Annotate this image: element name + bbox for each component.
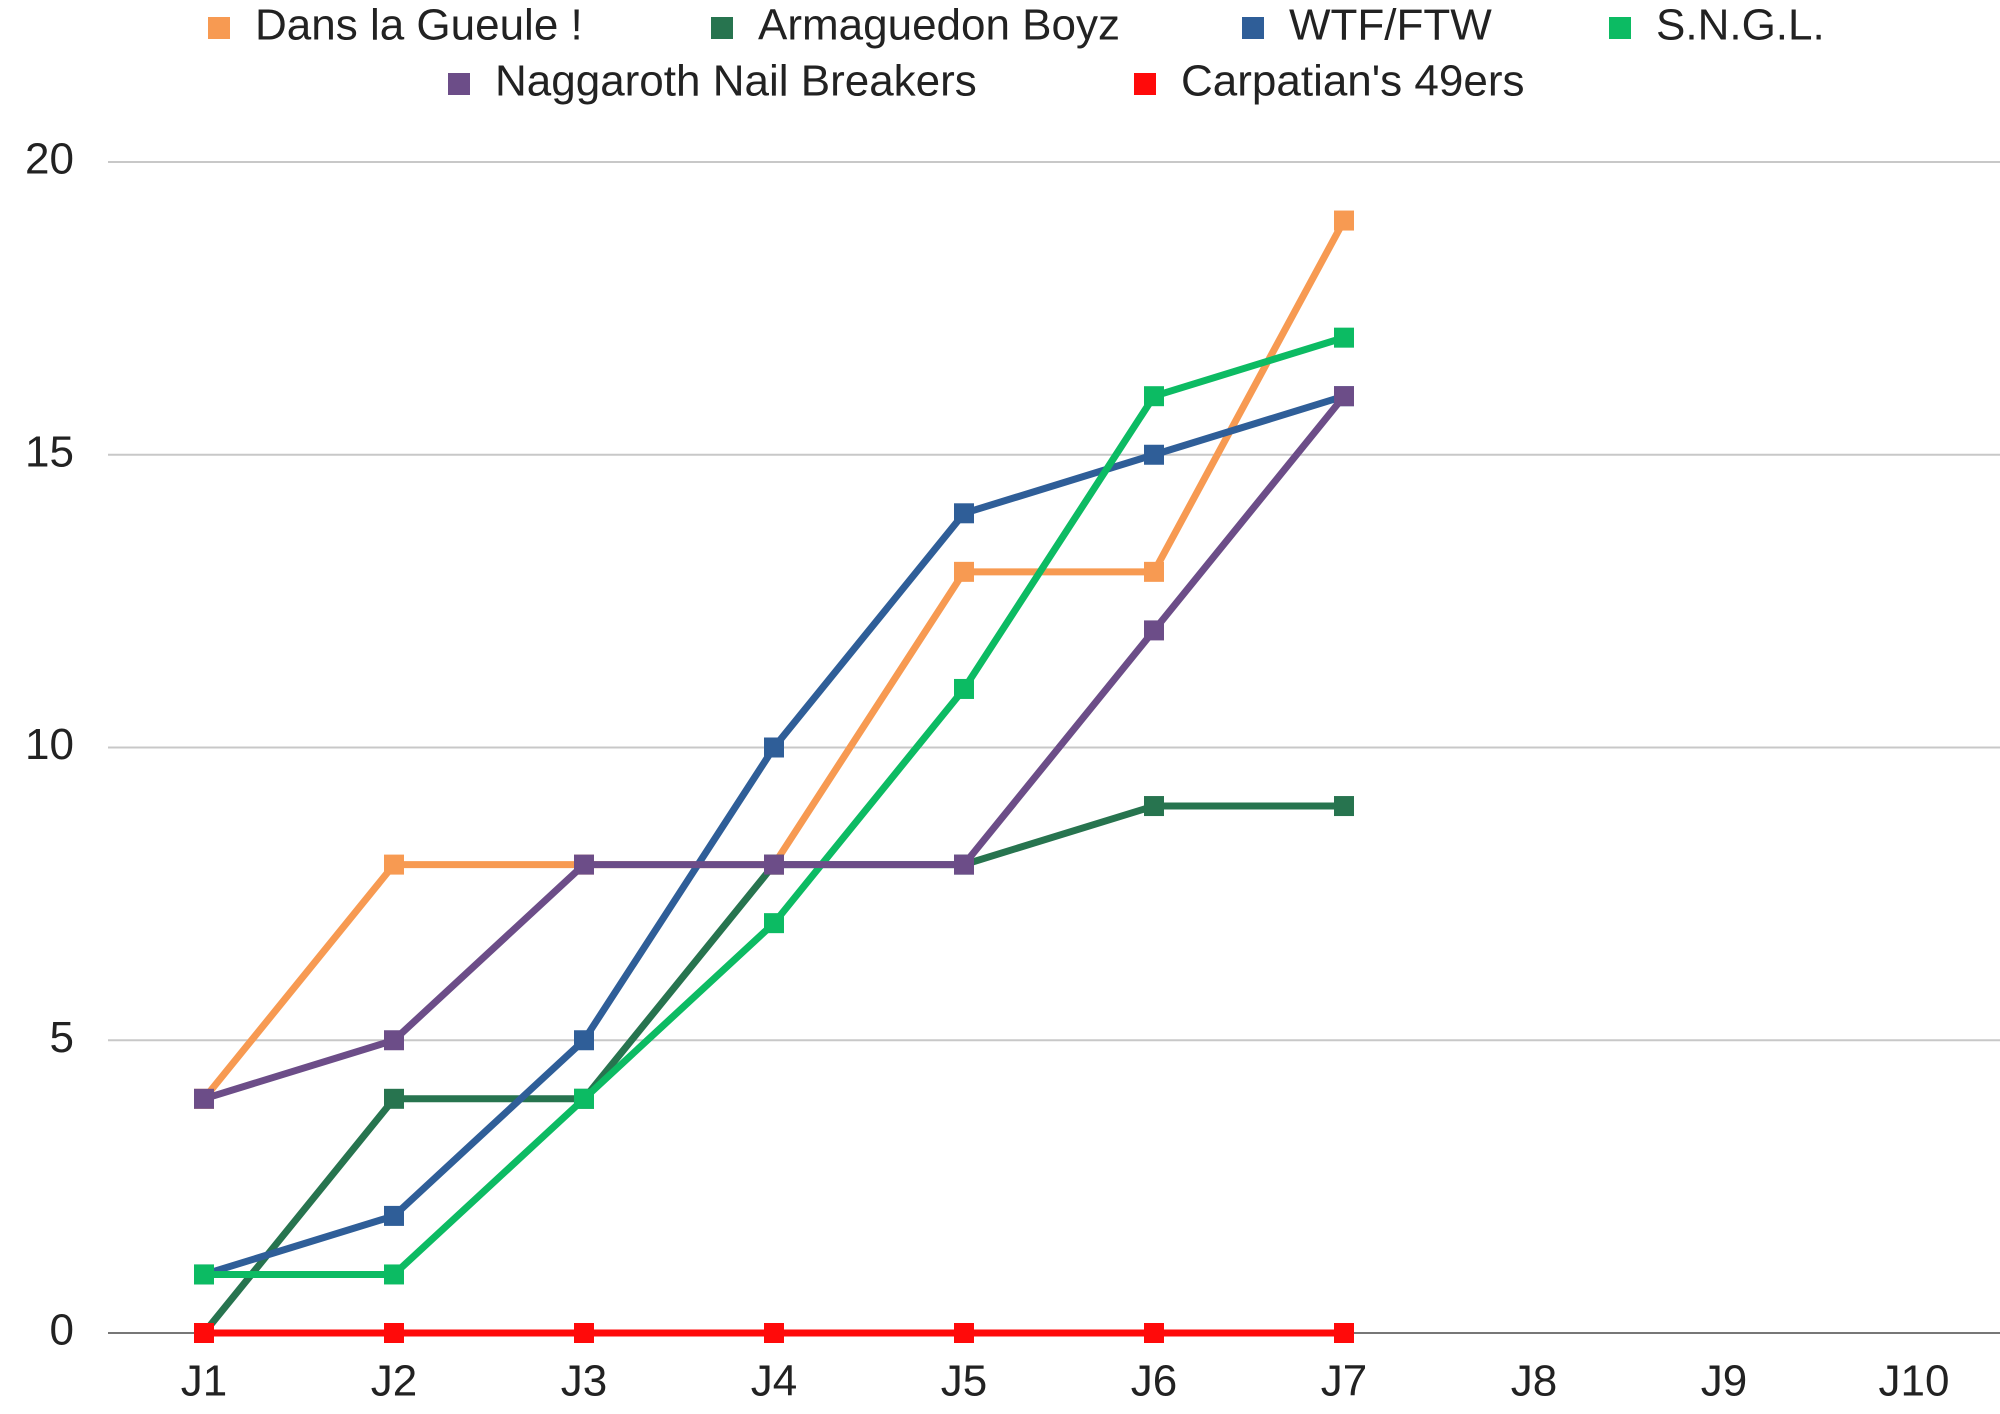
point-marker [1334,796,1354,817]
point-marker [384,1088,404,1109]
point-marker [764,737,784,758]
point-marker [574,1323,594,1343]
point-marker [384,1264,404,1285]
y-tick-label: 10 [25,720,74,769]
x-tick-label: J1 [181,1357,227,1406]
point-marker [1334,1323,1354,1343]
legend-marker [1609,17,1631,39]
x-tick-label: J9 [1701,1357,1747,1406]
point-marker [1144,1323,1164,1343]
point-marker [1144,796,1164,817]
point-marker [954,503,974,524]
series-line [202,392,1346,1278]
point-marker [764,854,784,875]
legend-marker [1134,73,1156,95]
y-tick-label: 20 [25,135,74,184]
legend-marker [448,73,470,95]
point-marker [574,1030,594,1051]
x-tick-label: J4 [751,1357,797,1406]
point-marker [1144,620,1164,641]
point-marker [194,1088,214,1109]
point-marker [574,854,594,875]
point-marker [194,1323,214,1343]
legend-label: Dans la Gueule ! [255,1,583,50]
legend-label: Armaguedon Boyz [758,1,1120,50]
point-marker [1334,327,1354,348]
x-tick-label: J8 [1511,1357,1557,1406]
point-marker [764,1323,784,1343]
y-tick-label: 5 [50,1013,74,1062]
legend-marker [208,17,230,39]
point-marker [954,1323,974,1343]
legend-label: S.N.G.L. [1656,1,1825,50]
legend-label: Carpatian's 49ers [1181,57,1524,106]
x-tick-label: J2 [371,1357,417,1406]
x-tick-label: J6 [1131,1357,1177,1406]
point-marker [384,854,404,875]
point-marker [954,561,974,582]
x-tick-label: J5 [941,1357,987,1406]
y-tick-label: 0 [50,1306,74,1355]
point-marker [1144,561,1164,582]
point-marker [1334,386,1354,407]
y-tick-label: 15 [25,427,74,476]
x-tick-label: J10 [1879,1357,1950,1406]
x-tick-label: J7 [1321,1357,1367,1406]
point-marker [1334,210,1354,231]
point-marker [954,678,974,699]
series-line [201,218,1348,1102]
point-marker [1144,386,1164,407]
point-marker [764,913,784,934]
point-marker [384,1323,404,1343]
legend-marker [1242,17,1264,39]
point-marker [954,854,974,875]
point-marker [384,1205,404,1226]
point-marker [1144,444,1164,465]
point-marker [194,1264,214,1285]
x-tick-label: J3 [561,1357,607,1406]
point-marker [574,1088,594,1109]
legend-label: Naggaroth Nail Breakers [495,57,977,106]
legend-label: WTF/FTW [1289,1,1492,50]
point-marker [384,1030,404,1051]
legend-marker [711,17,733,39]
